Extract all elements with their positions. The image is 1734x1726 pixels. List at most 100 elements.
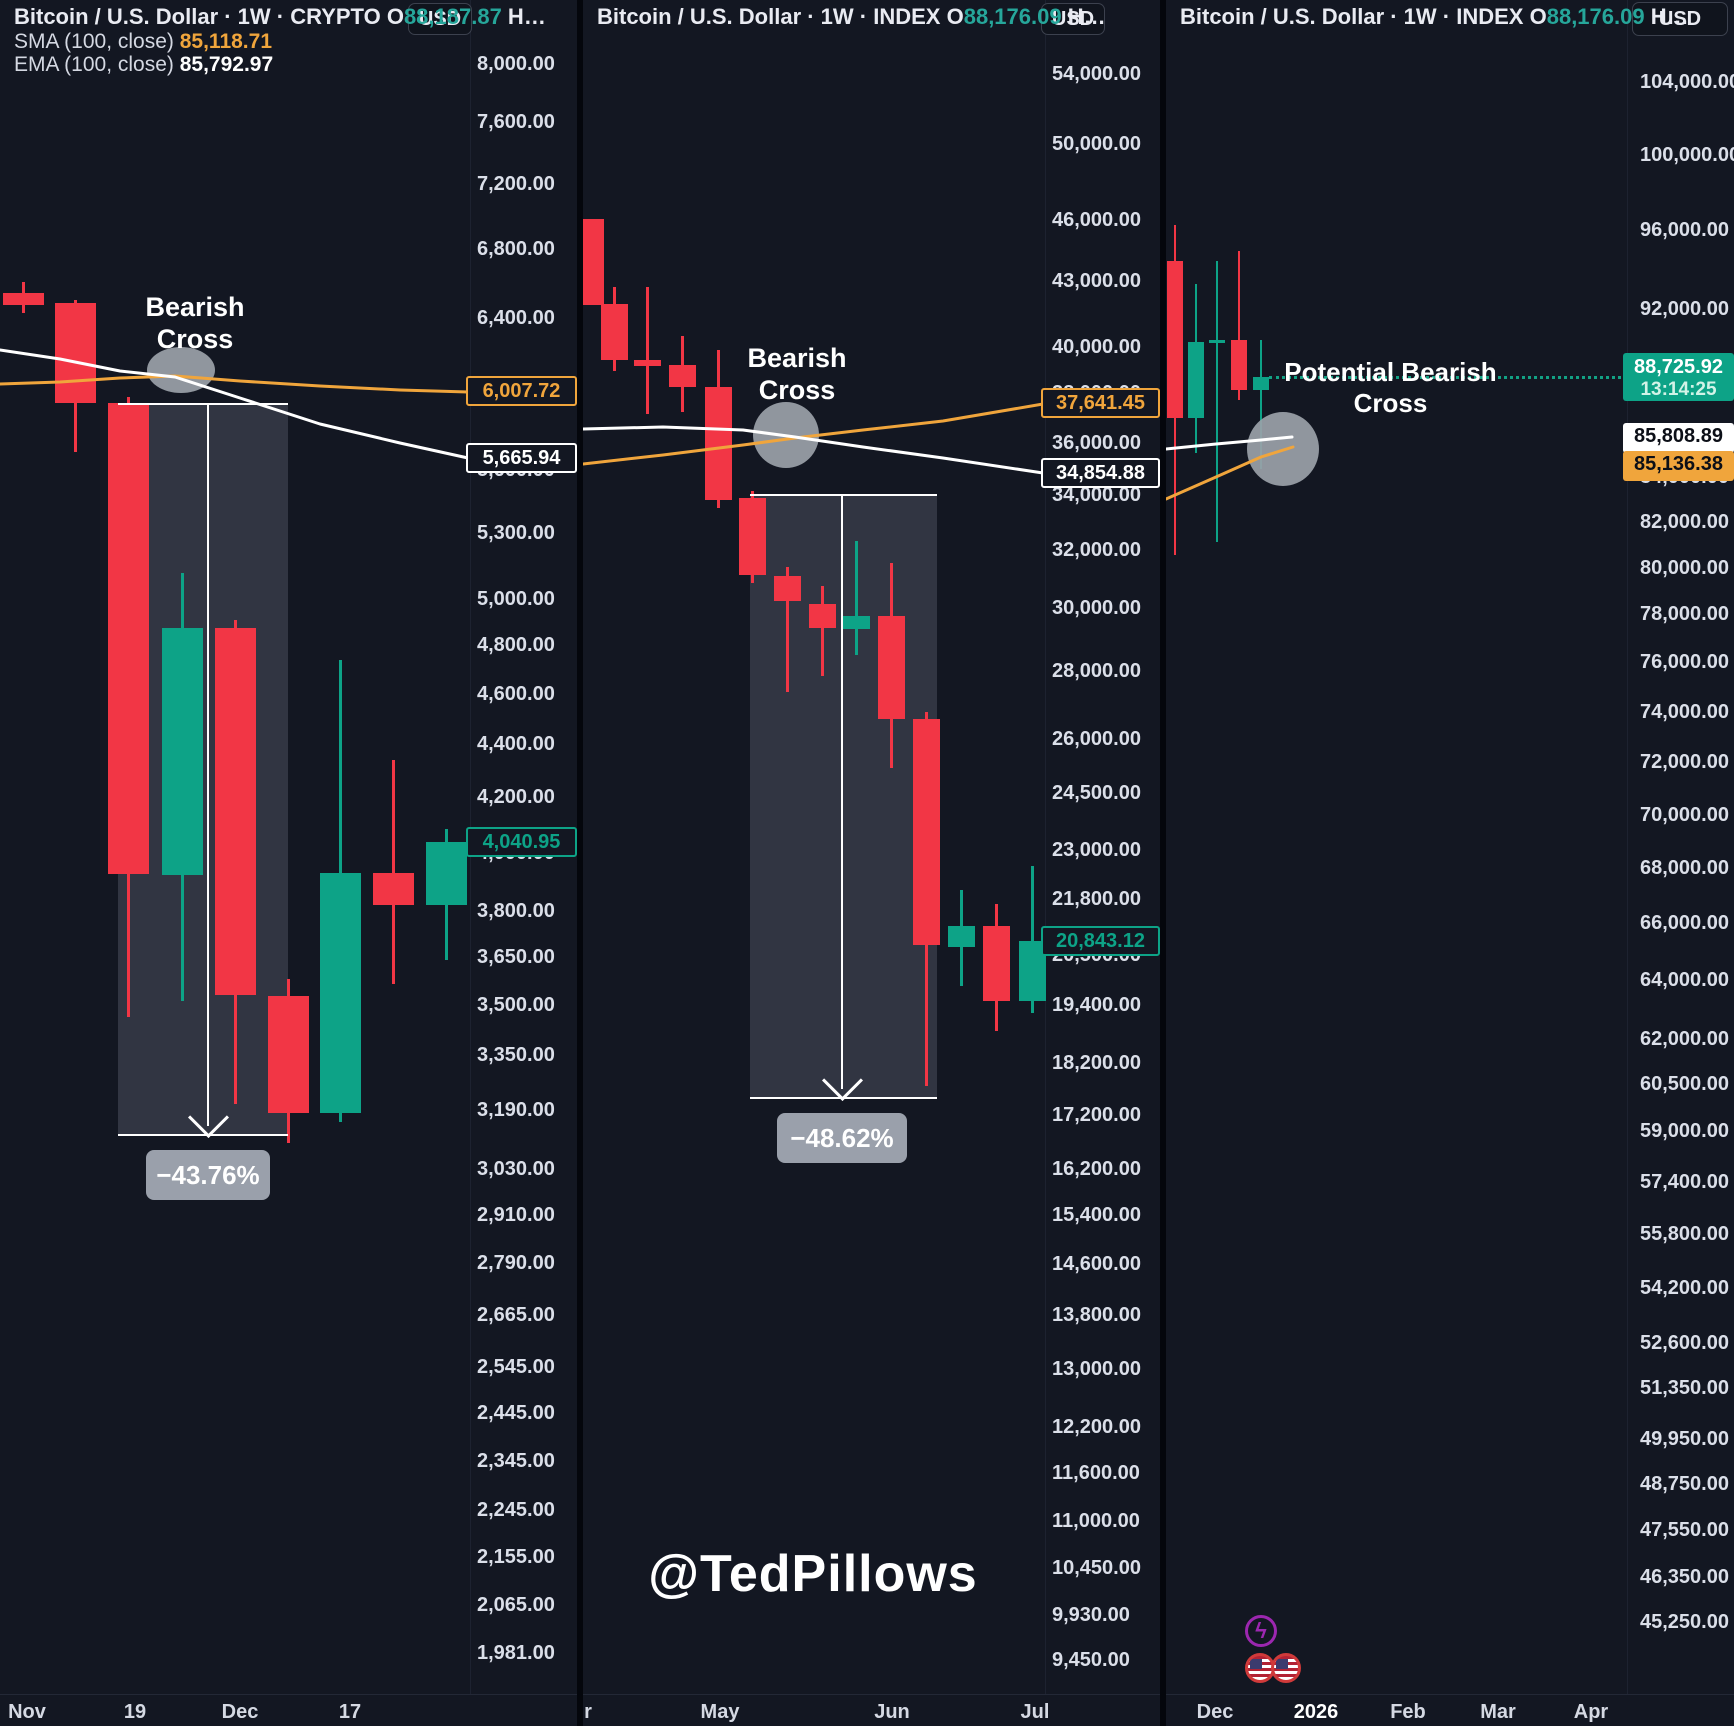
price-tick: 7,200.00: [477, 172, 555, 195]
watermark: @TedPillows: [648, 1545, 978, 1603]
cross-annotation-text: Bearish Cross: [747, 343, 847, 405]
candle: [600, 304, 628, 361]
price-tick: 4,400.00: [477, 733, 555, 756]
chart-panel-middle[interactable]: −48.62% Bearish Cross 54,000.00 50,000.00 46…: [583, 0, 1160, 1726]
candle: [583, 218, 604, 306]
open-value: 88,176.09: [963, 4, 1062, 29]
indicator-label: SMA (100, close): [14, 30, 180, 53]
price-tick: 80,000.00: [1640, 556, 1729, 579]
price-tick: 7,600.00: [477, 111, 555, 134]
price-tick: 2,545.00: [477, 1356, 555, 1379]
price-tick: 21,800.00: [1052, 888, 1141, 911]
price-tick: 2,155.00: [477, 1545, 555, 1568]
high-label: H…: [501, 4, 546, 29]
price-tick: 54,000.00: [1052, 62, 1141, 85]
price-tick: 3,650.00: [477, 946, 555, 969]
cross-annotation-text: Potential Bearish Cross: [1284, 357, 1497, 418]
symbol-header[interactable]: Bitcoin / U.S. Dollar · 1W · CRYPTO O88,…: [14, 4, 546, 76]
panel-separator[interactable]: [577, 0, 583, 1726]
price-tick: 68,000.00: [1640, 857, 1729, 880]
indicator-label: EMA (100, close): [14, 53, 180, 76]
lightning-icon[interactable]: ϟ: [1245, 1615, 1277, 1647]
price-tick: 4,800.00: [477, 634, 555, 657]
price-label-sma: 6,007.72: [466, 376, 577, 406]
price-label-ema: 85,808.89: [1623, 423, 1734, 453]
price-tick: 48,750.00: [1640, 1472, 1729, 1495]
candle: [773, 575, 801, 602]
price-tick: 46,350.00: [1640, 1566, 1729, 1589]
price-tick: 9,450.00: [1052, 1648, 1130, 1671]
price-tick: 51,350.00: [1640, 1376, 1729, 1399]
moving-average-lines: [0, 348, 470, 460]
price-tick: 47,550.00: [1640, 1518, 1729, 1541]
candle: [425, 842, 467, 905]
symbol-title: Bitcoin / U.S. Dollar · 1W · CRYPTO O88,…: [14, 4, 546, 30]
price-tick: 92,000.00: [1640, 297, 1729, 320]
measure-bottom-line: [750, 1097, 937, 1099]
price-tick: 2,665.00: [477, 1304, 555, 1326]
open-value: 88,187.87: [403, 4, 502, 29]
candle-wick: [391, 759, 395, 985]
price-tick: 40,000.00: [1052, 335, 1141, 358]
price-tick: 70,000.00: [1640, 803, 1729, 826]
price-tick: 28,000.00: [1052, 660, 1141, 683]
cross-annotation-text: Bearish Cross: [145, 292, 245, 354]
moving-average-lines: [583, 402, 1045, 475]
candle: [54, 302, 96, 404]
price-tick: 2,790.00: [477, 1251, 555, 1274]
us-flag-icon[interactable]: [1245, 1653, 1275, 1683]
candle-wick: [820, 585, 824, 676]
indicator-value: 85,118.71: [179, 30, 272, 53]
measure-bottom-line: [118, 1134, 288, 1136]
price-tick: 9,930.00: [1052, 1603, 1130, 1626]
price-label-sma: 85,136.38: [1623, 451, 1734, 481]
currency-usd-button[interactable]: USD: [1632, 2, 1728, 36]
candle: [738, 498, 766, 575]
price-tick: 104,000.00: [1640, 71, 1734, 94]
symbol-header[interactable]: Bitcoin / U.S. Dollar · 1W · INDEX O88,1…: [597, 4, 1106, 30]
price-tick: 6,400.00: [477, 307, 555, 330]
symbol-name: Bitcoin / U.S. Dollar · 1W · CRYPTO: [14, 4, 387, 29]
time-label: May: [700, 1701, 740, 1723]
time-label: Jun: [874, 1701, 910, 1723]
currency-usd-button[interactable]: USD: [1041, 3, 1105, 35]
countdown-timer: 13:14:25: [1640, 379, 1717, 400]
price-tick: 43,000.00: [1052, 269, 1141, 292]
price-tick: 13,000.00: [1052, 1358, 1141, 1381]
indicator-row[interactable]: SMA (100, close) 85,118.71: [14, 30, 546, 53]
chart-panel-left[interactable]: −43.76% Bearish Cross 8,000.00 7,600.00 7,20…: [0, 0, 577, 1726]
price-label-ema: 5,665.94: [466, 442, 577, 473]
measure-top-line: [118, 403, 288, 405]
candle: [877, 615, 905, 719]
currency-usd-button[interactable]: USD: [408, 3, 472, 35]
us-flag-icon[interactable]: [1271, 1653, 1301, 1683]
price-tick: 3,350.00: [477, 1043, 555, 1066]
time-label: Mar: [1480, 1701, 1516, 1723]
price-tick: 72,000.00: [1640, 751, 1729, 774]
moving-average-lines: [1166, 435, 1295, 501]
time-label: Jul: [1020, 1701, 1050, 1723]
price-tick: 54,200.00: [1640, 1276, 1729, 1299]
price-tick: 30,000.00: [1052, 597, 1141, 620]
price-tick: 16,200.00: [1052, 1158, 1141, 1181]
price-tick: 2,445.00: [477, 1402, 555, 1425]
time-label: Nov: [8, 1701, 46, 1723]
price-tick: 2,065.00: [477, 1594, 555, 1617]
price-tick: 66,000.00: [1640, 912, 1729, 935]
price-tick: 96,000.00: [1640, 219, 1729, 242]
symbol-header[interactable]: Bitcoin / U.S. Dollar · 1W · INDEX O88,1…: [1180, 4, 1689, 30]
time-label: Dec: [221, 1701, 259, 1723]
candle: [107, 403, 149, 874]
price-tick: 34,000.00: [1052, 483, 1141, 506]
chart-panel-right[interactable]: Potential Bearish Cross 104,000.00 100,000…: [1166, 0, 1734, 1726]
sma-100-line: [583, 402, 1045, 466]
price-tick: 50,000.00: [1052, 132, 1141, 155]
symbol-title: Bitcoin / U.S. Dollar · 1W · INDEX O88,1…: [597, 4, 1106, 30]
candle: [161, 628, 203, 876]
indicator-row[interactable]: EMA (100, close) 85,792.97: [14, 53, 546, 76]
time-axis-border: [1166, 1694, 1734, 1695]
symbol-title: Bitcoin / U.S. Dollar · 1W · INDEX O88,1…: [1180, 4, 1689, 30]
price-tick: 57,400.00: [1640, 1170, 1729, 1193]
price-tick: 2,345.00: [477, 1449, 555, 1472]
panel-separator[interactable]: [1160, 0, 1166, 1726]
